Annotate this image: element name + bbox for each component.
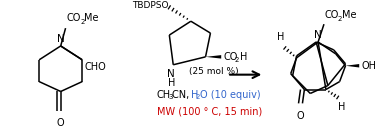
Text: CHO: CHO [84,62,106,72]
Text: H: H [277,32,285,42]
Text: 2: 2 [338,16,342,22]
Polygon shape [206,55,221,59]
Text: CO: CO [325,10,339,20]
Text: N: N [167,69,175,79]
Text: CN,: CN, [172,90,193,100]
Text: H: H [167,78,175,88]
Text: N: N [57,34,65,44]
Text: Me: Me [342,10,356,20]
Text: O: O [297,111,304,121]
Text: 2: 2 [235,57,239,63]
Text: H: H [191,90,198,100]
Text: CH: CH [156,90,171,100]
Text: MW (100 ° C, 15 min): MW (100 ° C, 15 min) [156,106,262,116]
Text: H: H [338,102,345,112]
Text: (25 mol %): (25 mol %) [189,67,238,76]
Text: 3: 3 [168,94,173,100]
Text: O (10 equiv): O (10 equiv) [200,90,260,100]
Text: CO: CO [67,13,81,23]
Text: N: N [314,30,322,40]
Text: CO: CO [223,52,237,62]
Text: H: H [240,52,247,62]
Text: TBDPSO: TBDPSO [132,1,169,10]
Polygon shape [345,64,359,68]
Text: 2: 2 [196,94,200,100]
Text: OH: OH [361,61,376,71]
Text: 2: 2 [80,19,85,25]
Text: O: O [57,118,65,128]
Text: Me: Me [84,13,99,23]
